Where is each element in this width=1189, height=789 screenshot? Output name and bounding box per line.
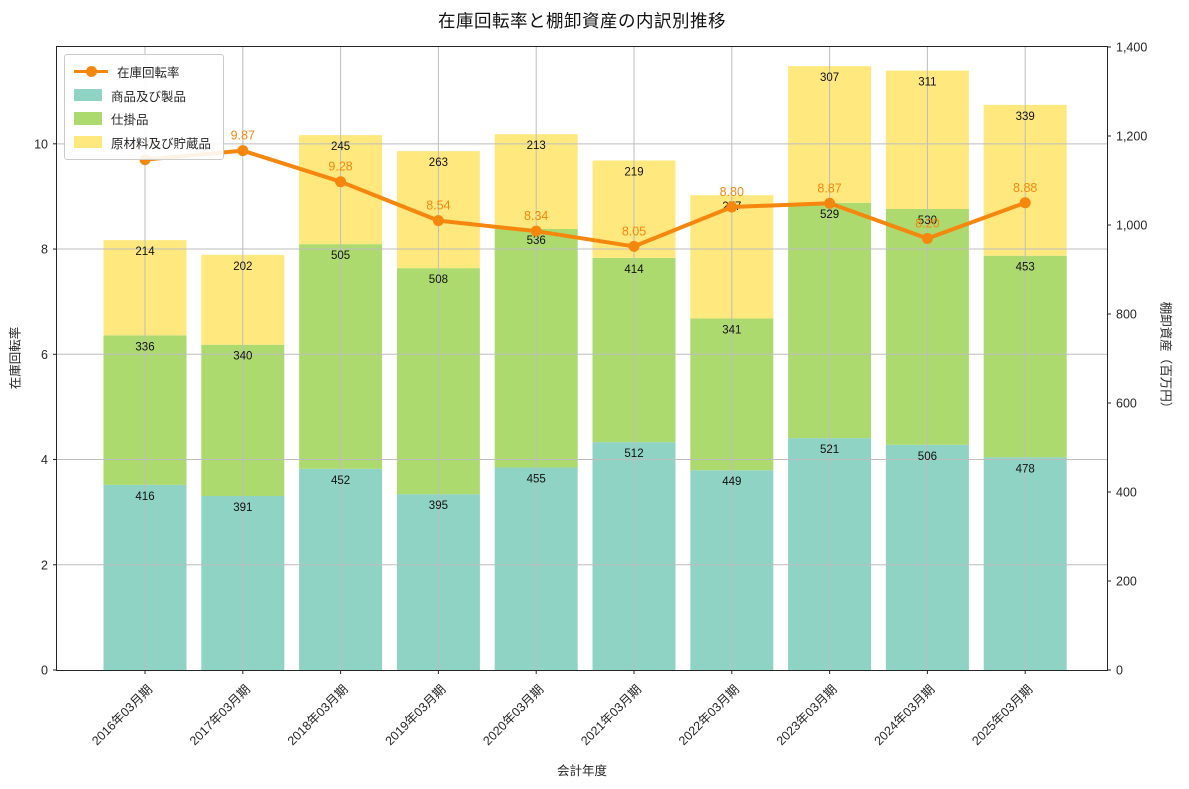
bar-value-label: 478: [1016, 463, 1035, 475]
y-tick-label-left: 2: [41, 558, 48, 572]
line-value-label: 8.80: [720, 185, 744, 199]
bar-value-label: 455: [527, 474, 546, 486]
line-value-label: 8.54: [426, 199, 450, 213]
bar-value-label: 530: [918, 215, 937, 227]
line-value-label: 8.88: [1013, 181, 1037, 195]
y-tick-label-left: 6: [41, 348, 48, 362]
bar-value-label: 245: [331, 141, 350, 153]
line-value-label: 8.87: [817, 181, 841, 195]
chart-svg: 416 336 214 391 340 202 452 505 245 395 508 263 455 5…: [34, 41, 1147, 749]
bar-value-label: 529: [820, 209, 839, 221]
bar-value-label: 414: [624, 264, 644, 276]
bar-value-label: 506: [918, 451, 937, 463]
y-axis-title-right: 棚卸資産（百万円）: [1158, 301, 1173, 415]
bar-value-label: 263: [429, 157, 448, 169]
y-tick-label-left: 8: [41, 243, 48, 257]
y-tick-label-left: 4: [41, 453, 48, 467]
legend-item-line: 在庫回転率: [74, 62, 211, 81]
bar-value-label: 505: [331, 250, 350, 262]
bar-value-label: 219: [624, 166, 643, 178]
legend-item-raw-materials: 原材料及び貯蔵品: [74, 133, 211, 152]
chart-title: 在庫回転率と棚卸資産の内訳別推移: [438, 11, 726, 31]
x-tick-label: 2021年03月期: [578, 682, 644, 748]
line-point-marker: [628, 240, 640, 252]
y-tick-label-right: 200: [1116, 575, 1137, 589]
bar-value-label: 339: [1016, 111, 1035, 123]
bar-value-label: 395: [429, 500, 448, 512]
line-point-marker: [1019, 197, 1031, 209]
line-point-marker: [921, 233, 933, 245]
legend-label-raw-materials: 原材料及び貯蔵品: [111, 136, 212, 151]
products-swatch-icon: [74, 88, 102, 102]
y-tick-label-right: 1,400: [1116, 41, 1147, 55]
y-tick-label-left: 0: [41, 664, 48, 678]
x-axis-title: 会計年度: [556, 764, 607, 778]
legend: 在庫回転率 商品及び製品 仕掛品 原材料及び貯蔵品: [64, 54, 225, 160]
bar-value-label: 311: [918, 77, 936, 89]
y-tick-label-right: 1,200: [1116, 130, 1147, 144]
line-point-marker: [824, 197, 836, 209]
line-point-marker: [432, 215, 444, 227]
x-tick-label: 2019年03月期: [383, 682, 449, 748]
bar-value-label: 391: [233, 502, 252, 514]
x-tick-label: 2025年03月期: [969, 682, 1035, 748]
bar-value-label: 214: [135, 246, 155, 258]
y-tick-label-right: 0: [1116, 664, 1123, 678]
y-tick-label-right: 800: [1116, 308, 1137, 322]
legend-label-products: 商品及び製品: [111, 89, 187, 104]
bar-value-label: 307: [820, 72, 839, 84]
y-axis-title-left: 在庫回転率: [8, 326, 23, 390]
x-tick-label: 2020年03月期: [480, 682, 546, 748]
line-value-label: 9.28: [328, 160, 352, 174]
turnover-line: [143, 148, 1028, 249]
line-value-label: 9.87: [231, 129, 255, 143]
x-tick-label: 2022年03月期: [676, 682, 742, 748]
line-point-marker: [335, 176, 347, 188]
bar-value-label: 449: [722, 476, 741, 488]
bar-value-label: 536: [527, 235, 546, 247]
line-point-marker: [726, 201, 738, 213]
bar-value-label: 452: [331, 475, 350, 487]
line-point-marker: [237, 145, 249, 157]
plot-area: 416 336 214 391 340 202 452 505 245 395 508 263 455 5…: [34, 41, 1147, 749]
bar-value-label: 416: [135, 491, 154, 503]
bar-value-label: 202: [233, 261, 252, 273]
line-value-label: 8.05: [622, 224, 646, 238]
x-tick-label: 2024年03月期: [872, 682, 938, 748]
wip-swatch-icon: [74, 112, 102, 125]
legend-item-products: 商品及び製品: [74, 86, 211, 105]
line-series-swatch-icon: [74, 66, 108, 78]
bar-value-label: 336: [135, 341, 154, 353]
raw-materials-swatch-icon: [74, 135, 102, 149]
bar-value-label: 512: [624, 448, 643, 460]
bar-value-label: 453: [1016, 262, 1035, 274]
x-tick-label: 2023年03月期: [774, 682, 840, 748]
bar-value-label: 341: [722, 324, 741, 336]
y-tick-label-right: 400: [1116, 486, 1137, 500]
bar-value-label: 521: [820, 444, 839, 456]
legend-item-wip: 仕掛品: [74, 109, 211, 128]
x-tick-label: 2016年03月期: [89, 682, 155, 748]
y-tick-label-right: 1,000: [1116, 219, 1147, 233]
legend-label-line: 在庫回転率: [117, 66, 180, 80]
legend-label-wip: 仕掛品: [111, 113, 149, 127]
line-value-label: 8.20: [915, 217, 939, 231]
line-value-label: 8.34: [524, 209, 548, 223]
x-tick-label: 2018年03月期: [285, 682, 351, 748]
bar-value-label: 508: [429, 274, 448, 286]
y-tick-label-left: 10: [34, 137, 48, 151]
x-tick-label: 2017年03月期: [187, 682, 253, 748]
bar-value-label: 340: [233, 351, 252, 363]
line-point-marker: [530, 225, 542, 237]
bar-value-label: 213: [527, 140, 546, 152]
y-tick-label-right: 600: [1116, 397, 1137, 411]
